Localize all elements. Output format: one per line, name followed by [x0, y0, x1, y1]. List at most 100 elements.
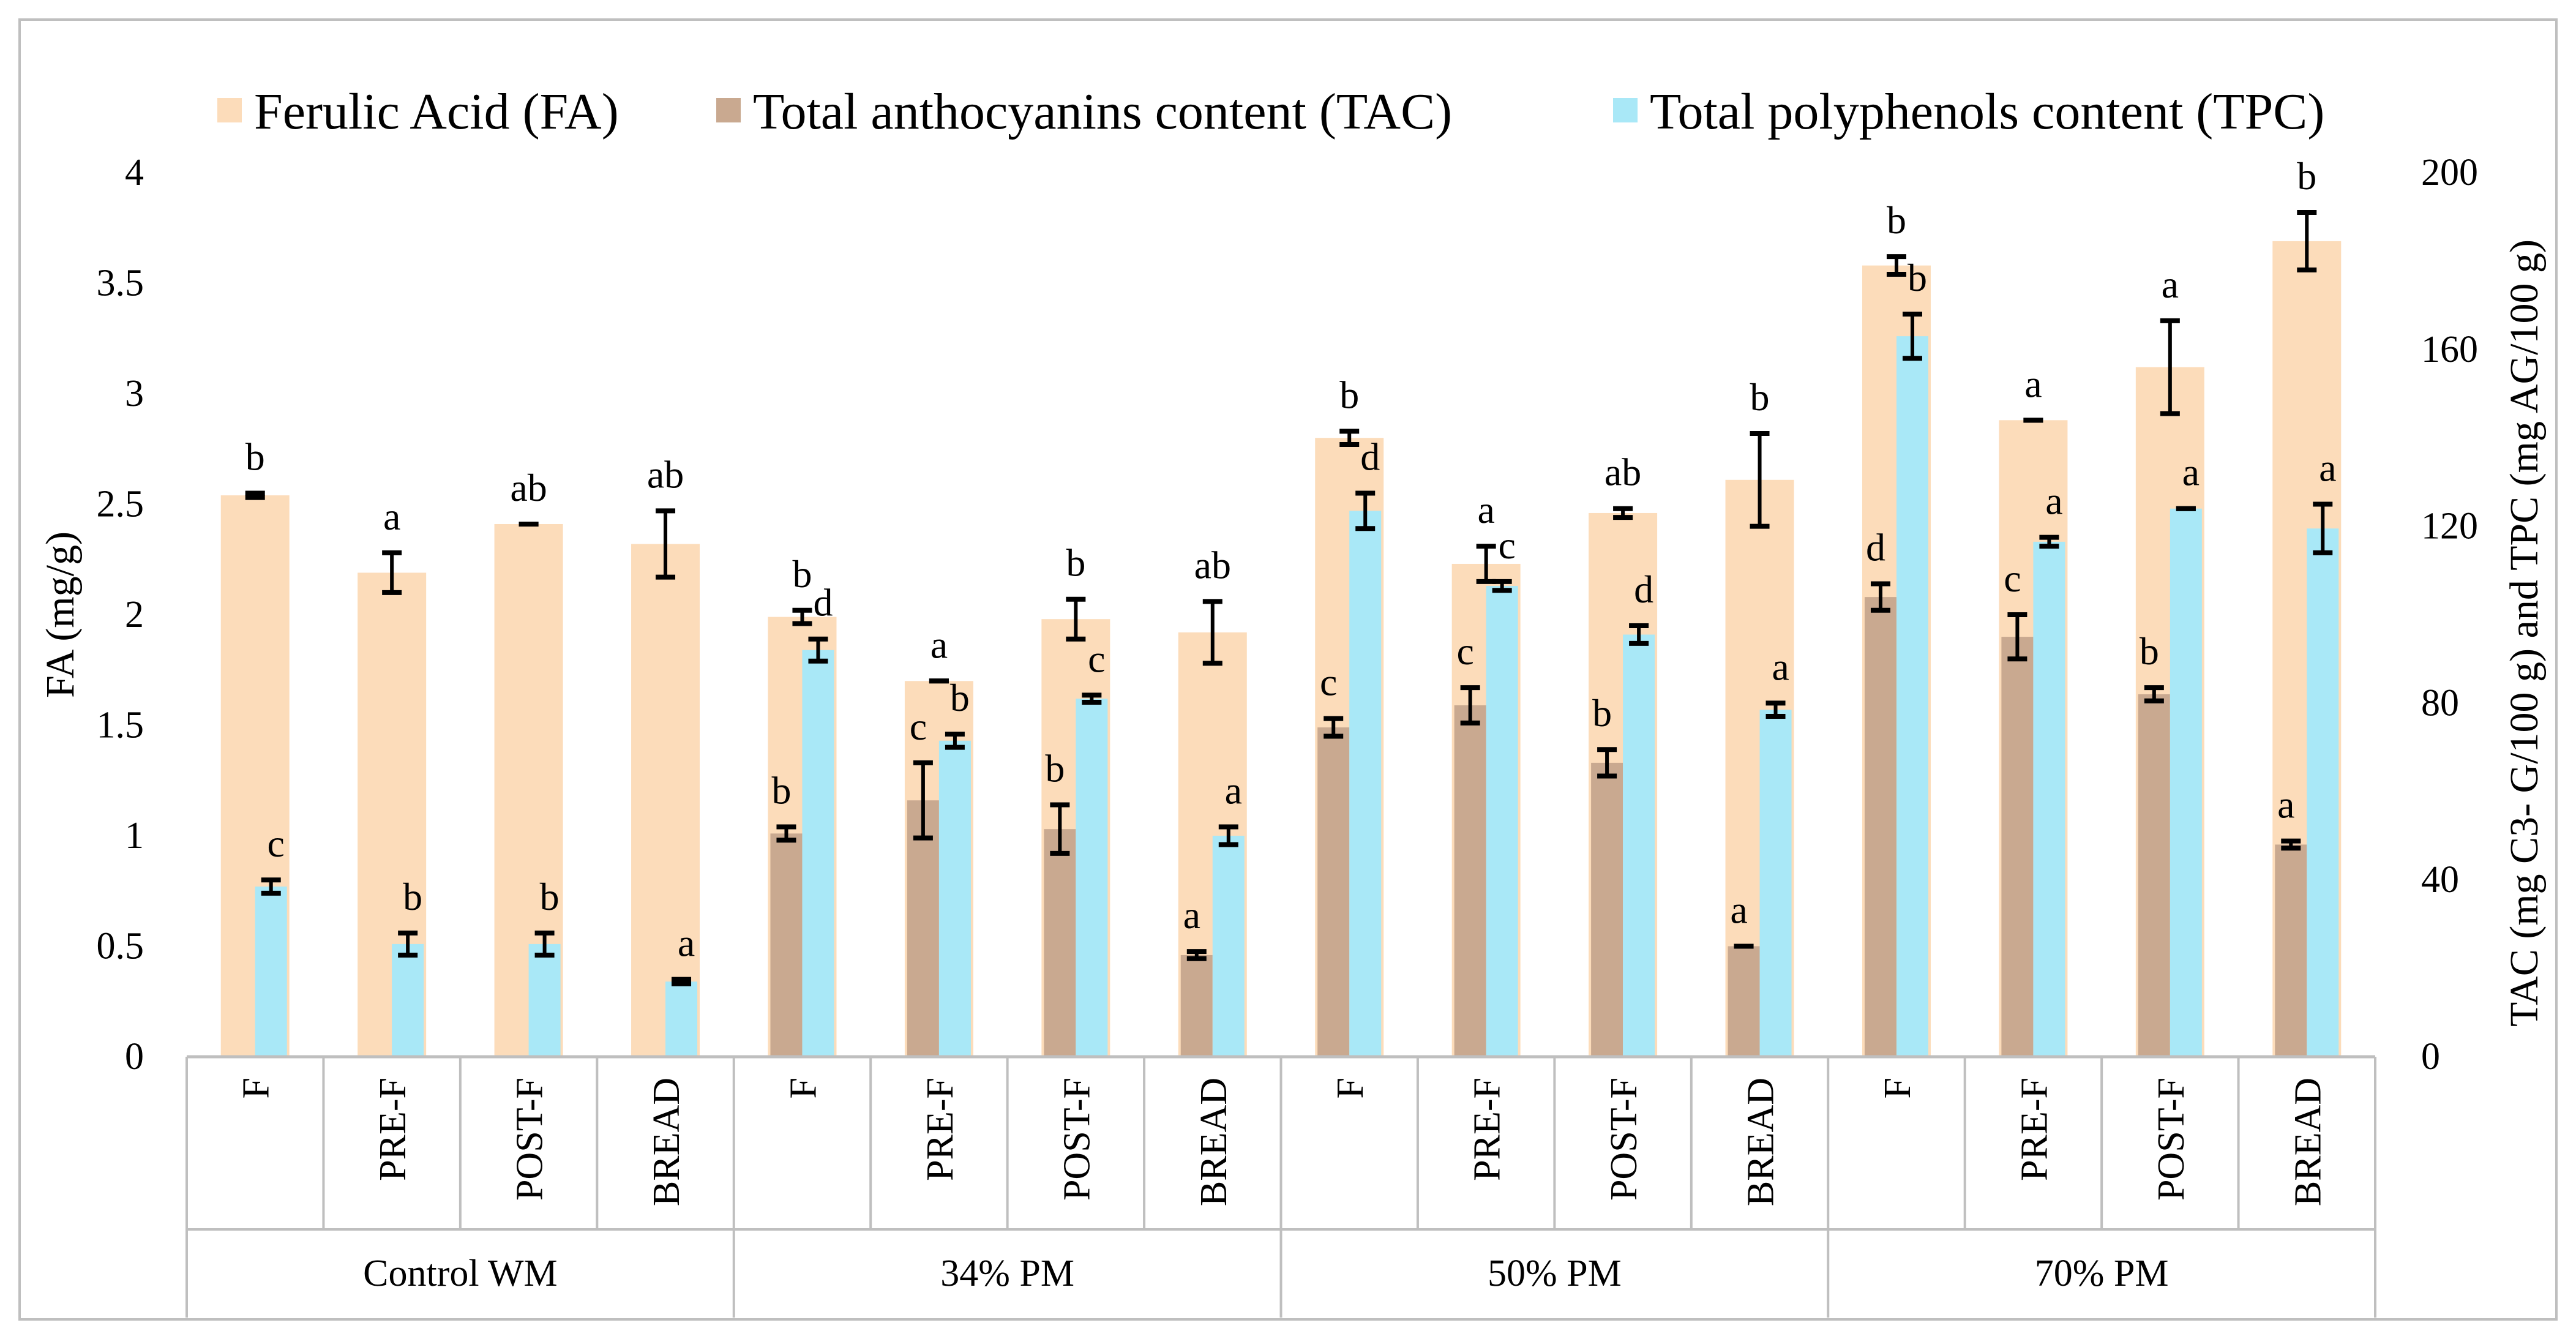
tpc-significance-label: b: [950, 676, 970, 719]
tpc-bar: [2307, 528, 2339, 1057]
x-axis: F PRE-F POST-F BREAD Control WM F PRE-F POST-F B…: [185, 1055, 2376, 1318]
error-bars: [245, 209, 2333, 986]
category-label: PRE-F: [1467, 1078, 1508, 1181]
left-tick-label: 3.5: [97, 263, 144, 304]
fa-significance-label: b: [1339, 373, 1359, 416]
fa-significance-label: b: [1750, 375, 1770, 419]
left-tick-label: 4: [125, 152, 144, 193]
legend: Ferulic Acid (FA) Total anthocyanins cont…: [217, 83, 2324, 140]
error-bar: [245, 490, 265, 500]
left-tick-label: 1: [125, 815, 144, 857]
category-label: POST-F: [2151, 1078, 2192, 1201]
category-label: POST-F: [1603, 1078, 1645, 1201]
error-bar: [1202, 599, 1222, 666]
group-label: 70% PM: [2035, 1253, 2169, 1294]
chart-frame: [18, 18, 2558, 1321]
tpc-significance-label: c: [1088, 637, 1105, 680]
error-bar: [792, 607, 812, 626]
tpc-bar: [1759, 710, 1792, 1057]
error-bar: [2007, 612, 2027, 662]
tac-significance-label: b: [771, 769, 791, 812]
error-bar: [534, 930, 555, 958]
error-bar: [2281, 838, 2301, 851]
error-bar: [1339, 429, 1360, 448]
tpc-bar: [2033, 541, 2065, 1057]
category-label: PRE-F: [2013, 1078, 2055, 1181]
tac-significance-label: d: [1866, 525, 1885, 569]
tpc-bar: [1896, 336, 1928, 1057]
tac-bar: [1864, 597, 1896, 1057]
tpc-bar: [665, 981, 698, 1057]
error-bar: [672, 977, 692, 986]
error-bar: [2144, 685, 2164, 703]
error-bar: [382, 550, 402, 595]
tac-bar: [1044, 829, 1076, 1057]
left-axis-title: FA (mg/g): [38, 531, 83, 698]
tac-bar: [2138, 694, 2170, 1057]
tac-significance-label: c: [2004, 557, 2021, 600]
fa-significance-label: a: [930, 623, 948, 666]
group-label: 34% PM: [940, 1253, 1074, 1294]
left-tick-label: 0.5: [97, 926, 144, 967]
category-label: F: [236, 1078, 277, 1098]
tpc-bar: [1349, 511, 1382, 1057]
left-tick-label: 2: [125, 594, 144, 636]
category-label: F: [1330, 1078, 1371, 1098]
tac-bar: [2001, 637, 2034, 1057]
error-bar: [261, 877, 281, 896]
tpc-significance-label: c: [1498, 523, 1515, 567]
fa-significance-label: a: [2162, 263, 2179, 306]
error-bar: [398, 930, 418, 958]
tac-significance-label: a: [1730, 888, 1747, 932]
tac-significance-label: a: [2277, 783, 2294, 827]
category-label: POST-F: [1056, 1078, 1098, 1201]
tpc-bar: [2170, 508, 2202, 1057]
error-bar: [1597, 747, 1617, 779]
error-bar: [1629, 623, 1649, 646]
tpc-significance-label: a: [678, 921, 695, 965]
tpc-bar: [1486, 586, 1518, 1057]
right-axis-title: TAC (mg C3- G/100 g) and TPC (mg AG/100 …: [2502, 239, 2547, 1027]
error-bar: [1324, 716, 1344, 739]
tpc-bar: [802, 650, 834, 1057]
tpc-significance-label: d: [1634, 568, 1653, 611]
category-label: POST-F: [509, 1078, 551, 1201]
tpc-significance-label: a: [2182, 451, 2200, 494]
left-tick-label: 2.5: [97, 484, 144, 525]
tpc-significance-label: a: [2319, 446, 2336, 490]
legend-swatch-2: [716, 98, 741, 122]
fa-significance-label: ab: [647, 452, 684, 496]
tac-bar: [2275, 844, 2307, 1057]
error-bar: [1870, 581, 1890, 613]
category-label: BREAD: [1193, 1078, 1235, 1206]
right-tick-label: 160: [2421, 329, 2478, 370]
error-bar: [1750, 430, 1770, 529]
error-bar: [2039, 534, 2059, 549]
fa-significance-label: b: [2297, 154, 2316, 198]
tac-bar: [1180, 955, 1213, 1057]
error-bar: [776, 824, 796, 843]
tpc-significance-label: d: [1360, 435, 1380, 478]
tac-bar: [1591, 762, 1623, 1057]
error-bar: [808, 636, 828, 664]
error-bar: [1066, 596, 1086, 642]
right-tick-label: 120: [2421, 506, 2478, 547]
legend-label-1: Ferulic Acid (FA): [254, 83, 619, 140]
left-tick-label: 3: [125, 373, 144, 414]
fa-significance-label: a: [1477, 488, 1494, 531]
tpc-significance-label: c: [268, 822, 285, 865]
tpc-bar: [938, 740, 971, 1057]
error-bar: [2313, 501, 2333, 555]
tac-significance-label: c: [910, 705, 927, 748]
error-bar: [1492, 579, 1512, 593]
error-bar: [2297, 209, 2317, 272]
tac-significance-label: a: [1183, 893, 1200, 937]
tpc-bar: [528, 943, 561, 1057]
tpc-significance-label: a: [1772, 645, 1789, 688]
fa-significance-label: b: [792, 552, 812, 596]
right-tick-label: 40: [2421, 859, 2459, 901]
bars: [220, 241, 2342, 1057]
tpc-significance-label: a: [2045, 479, 2062, 523]
